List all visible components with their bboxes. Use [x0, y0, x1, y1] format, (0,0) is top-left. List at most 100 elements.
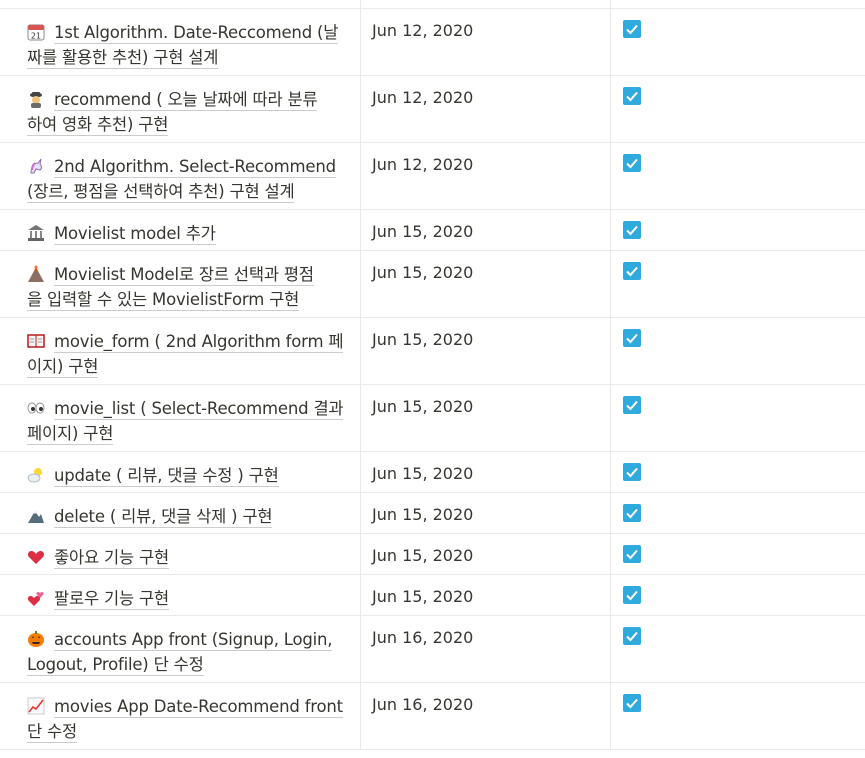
done-cell [610, 76, 865, 142]
task-title-text: accounts App front (Signup, Login, [54, 630, 333, 651]
task-title-text: 을 입력할 수 있는 MovielistForm 구현 [27, 290, 300, 311]
done-cell [610, 534, 865, 574]
task-name-cell[interactable]: Movielist model 추가 [0, 210, 360, 250]
task-name-cell[interactable]: 팔로우 기능 구현 [0, 575, 360, 615]
task-title-text: recommend ( 오늘 날짜에 따라 분류 [54, 90, 318, 111]
date-cell[interactable]: Jun 15, 2020 [360, 318, 610, 384]
task-title[interactable]: 21 1st Algorithm. Date-Reccomend (날 짜를 활용한… [27, 20, 346, 70]
svg-text:21: 21 [31, 32, 41, 41]
task-name-cell[interactable]: movie_list ( Select-Recommend 결과 페이지) 구현 [0, 385, 360, 451]
table-row[interactable]: accounts App front (Signup, Login, Logout… [0, 616, 865, 683]
red-heart-icon [27, 548, 45, 566]
book-icon [27, 332, 45, 350]
task-title-line: 팔로우 기능 구현 [27, 586, 346, 611]
done-checkbox[interactable] [623, 329, 641, 347]
task-title-line: recommend ( 오늘 날짜에 따라 분류 [27, 87, 346, 112]
task-name-cell[interactable]: 2nd Algorithm. Select-Recommend (장르, 평점을 … [0, 143, 360, 209]
date-cell[interactable]: Jun 16, 2020 [360, 683, 610, 749]
task-title-text: 좋아요 기능 구현 [54, 548, 169, 569]
task-title-text: delete ( 리뷰, 댓글 삭제 ) 구현 [54, 507, 273, 528]
date-cell[interactable]: Jun 12, 2020 [360, 76, 610, 142]
task-title[interactable]: accounts App front (Signup, Login, Logout… [27, 627, 346, 677]
date-cell[interactable]: Jun 15, 2020 [360, 575, 610, 615]
date-cell[interactable]: Jun 15, 2020 [360, 534, 610, 574]
task-title-text: 팔로우 기능 구현 [54, 589, 169, 610]
task-name-cell[interactable]: movie_form ( 2nd Algorithm form 페 이지) 구현 [0, 318, 360, 384]
table-row[interactable]: recommend ( 오늘 날짜에 따라 분류 하여 영화 추천) 구현 Jun … [0, 76, 865, 143]
done-checkbox[interactable] [623, 463, 641, 481]
task-title[interactable]: 좋아요 기능 구현 [27, 545, 346, 570]
task-title[interactable]: movie_form ( 2nd Algorithm form 페 이지) 구현 [27, 329, 346, 379]
task-title-line: 짜를 활용한 추천) 구현 설계 [27, 45, 346, 70]
date-cell[interactable]: Jun 15, 2020 [360, 210, 610, 250]
table-row[interactable]: update ( 리뷰, 댓글 수정 ) 구현 Jun 15, 2020 [0, 452, 865, 493]
done-checkbox[interactable] [623, 221, 641, 239]
done-checkbox[interactable] [623, 154, 641, 172]
done-checkbox[interactable] [623, 396, 641, 414]
table-row[interactable]: movie_list ( Select-Recommend 결과 페이지) 구현 J… [0, 385, 865, 452]
task-title-text: Movielist Model로 장르 선택과 평점 [54, 265, 314, 286]
detective-icon [27, 90, 45, 108]
task-name-cell[interactable]: 21 1st Algorithm. Date-Reccomend (날 짜를 활용한… [0, 9, 360, 75]
task-title-text: movie_list ( Select-Recommend 결과 [54, 399, 344, 420]
task-title-line: movies App Date-Recommend front [27, 694, 346, 719]
previous-row-stub [0, 0, 865, 9]
table-row[interactable]: 팔로우 기능 구현 Jun 15, 2020 [0, 575, 865, 616]
task-title[interactable]: 2nd Algorithm. Select-Recommend (장르, 평점을 … [27, 154, 346, 204]
done-checkbox[interactable] [623, 545, 641, 563]
done-cell [610, 452, 865, 492]
task-title[interactable]: 팔로우 기능 구현 [27, 586, 346, 611]
task-title[interactable]: movie_list ( Select-Recommend 결과 페이지) 구현 [27, 396, 346, 446]
table-row[interactable]: 21 1st Algorithm. Date-Reccomend (날 짜를 활용한… [0, 9, 865, 76]
chart-increasing-icon [27, 697, 45, 715]
task-title-line: accounts App front (Signup, Login, [27, 627, 346, 652]
table-row[interactable]: 2nd Algorithm. Select-Recommend (장르, 평점을 … [0, 143, 865, 210]
volcano-icon [27, 265, 45, 283]
table-row[interactable]: movie_form ( 2nd Algorithm form 페 이지) 구현 J… [0, 318, 865, 385]
task-title[interactable]: recommend ( 오늘 날짜에 따라 분류 하여 영화 추천) 구현 [27, 87, 346, 137]
date-cell[interactable]: Jun 15, 2020 [360, 251, 610, 317]
task-title-text: 2nd Algorithm. Select-Recommend [54, 157, 336, 178]
task-title[interactable]: update ( 리뷰, 댓글 수정 ) 구현 [27, 463, 346, 488]
task-title-line: 좋아요 기능 구현 [27, 545, 346, 570]
table-row[interactable]: delete ( 리뷰, 댓글 삭제 ) 구현 Jun 15, 2020 [0, 493, 865, 534]
mountain-icon [27, 507, 45, 525]
date-cell[interactable]: Jun 12, 2020 [360, 9, 610, 75]
task-name-cell[interactable]: delete ( 리뷰, 댓글 삭제 ) 구현 [0, 493, 360, 533]
task-title-line: 이지) 구현 [27, 354, 346, 379]
done-checkbox[interactable] [623, 20, 641, 38]
done-cell [610, 143, 865, 209]
eyes-icon [27, 399, 45, 417]
task-title-text: update ( 리뷰, 댓글 수정 ) 구현 [54, 466, 279, 487]
table-row[interactable]: 좋아요 기능 구현 Jun 15, 2020 [0, 534, 865, 575]
task-title-line: movie_list ( Select-Recommend 결과 [27, 396, 346, 421]
task-title[interactable]: delete ( 리뷰, 댓글 삭제 ) 구현 [27, 504, 346, 529]
task-name-cell[interactable]: accounts App front (Signup, Login, Logout… [0, 616, 360, 682]
calendar-icon: 21 [27, 23, 45, 41]
done-checkbox[interactable] [623, 87, 641, 105]
task-name-cell[interactable]: movies App Date-Recommend front 단 수정 [0, 683, 360, 749]
task-name-cell[interactable]: update ( 리뷰, 댓글 수정 ) 구현 [0, 452, 360, 492]
date-cell[interactable]: Jun 15, 2020 [360, 493, 610, 533]
task-title[interactable]: Movielist model 추가 [27, 221, 346, 246]
table-body: 21 1st Algorithm. Date-Reccomend (날 짜를 활용한… [0, 9, 865, 750]
done-checkbox[interactable] [623, 694, 641, 712]
task-name-cell[interactable]: recommend ( 오늘 날짜에 따라 분류 하여 영화 추천) 구현 [0, 76, 360, 142]
done-checkbox[interactable] [623, 627, 641, 645]
done-checkbox[interactable] [623, 504, 641, 522]
table-row[interactable]: movies App Date-Recommend front 단 수정 Jun 1… [0, 683, 865, 750]
table-row[interactable]: Movielist model 추가 Jun 15, 2020 [0, 210, 865, 251]
classical-building-icon [27, 224, 45, 242]
done-checkbox[interactable] [623, 262, 641, 280]
done-checkbox[interactable] [623, 586, 641, 604]
date-cell[interactable]: Jun 15, 2020 [360, 385, 610, 451]
date-cell[interactable]: Jun 16, 2020 [360, 616, 610, 682]
task-title[interactable]: movies App Date-Recommend front 단 수정 [27, 694, 346, 744]
jack-o-lantern-icon [27, 630, 45, 648]
task-name-cell[interactable]: 좋아요 기능 구현 [0, 534, 360, 574]
date-cell[interactable]: Jun 15, 2020 [360, 452, 610, 492]
date-cell[interactable]: Jun 12, 2020 [360, 143, 610, 209]
